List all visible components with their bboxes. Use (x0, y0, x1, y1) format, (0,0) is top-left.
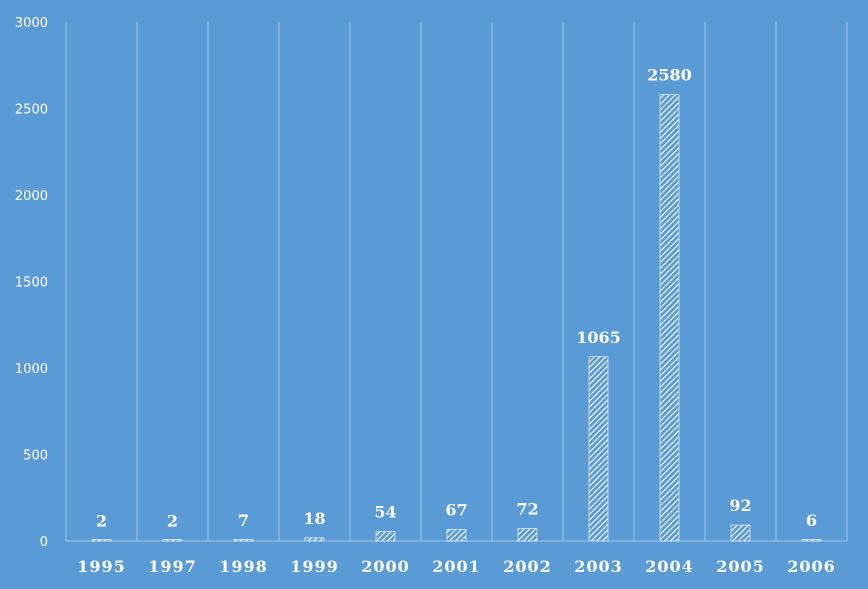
x-axis: 1995 1997 1998 1999 2000 2001 2002 2003 2004 2005… (77, 557, 836, 576)
data-label-2005: 92 (729, 496, 751, 515)
y-tick-label: 1500 (15, 276, 48, 291)
data-label-2000: 54 (374, 503, 396, 522)
data-label-2002: 72 (516, 500, 538, 519)
x-tick-label: 1999 (290, 557, 339, 576)
data-label-2004: 2580 (647, 66, 692, 85)
y-tick-label: 1000 (15, 362, 48, 377)
y-tick-label: 2500 (15, 103, 48, 118)
gridlines (65, 22, 848, 542)
bar-1997 (162, 539, 183, 542)
bar-2004 (659, 94, 680, 542)
data-label-2003: 1065 (576, 328, 621, 347)
data-label-2006: 6 (806, 511, 817, 530)
bar-2001 (446, 529, 467, 542)
y-tick-label: 0 (40, 535, 48, 550)
x-tick-label: 1998 (219, 557, 268, 576)
bar-2000 (375, 531, 396, 542)
x-tick-label: 2006 (787, 557, 836, 576)
y-axis: 0 500 1000 1500 2000 2500 3000 (15, 16, 48, 550)
y-tick-label: 2000 (15, 189, 48, 204)
bar-2003 (588, 356, 609, 542)
bar-2006 (801, 539, 822, 542)
bar-2002 (517, 528, 538, 542)
bar-1995 (91, 539, 112, 542)
x-tick-label: 1995 (77, 557, 126, 576)
x-tick-label: 2003 (574, 557, 623, 576)
bar-1998 (233, 539, 254, 542)
x-tick-label: 2005 (716, 557, 765, 576)
x-tick-label: 2000 (361, 557, 410, 576)
data-label-1995: 2 (96, 512, 107, 531)
data-label-1998: 7 (238, 511, 249, 530)
bar-2005 (730, 524, 751, 542)
y-tick-label: 3000 (15, 16, 48, 31)
data-label-1999: 18 (303, 509, 325, 528)
data-label-1997: 2 (167, 512, 178, 531)
x-tick-label: 2004 (645, 557, 694, 576)
data-label-2001: 67 (445, 500, 467, 519)
x-tick-label: 2001 (432, 557, 481, 576)
y-tick-label: 500 (23, 449, 48, 464)
x-tick-label: 1997 (148, 557, 197, 576)
x-tick-label: 2002 (503, 557, 552, 576)
bars (91, 94, 822, 542)
data-labels: 2 2 7 18 54 67 72 1065 2580 92 6 (96, 66, 817, 531)
bar-1999 (304, 537, 325, 542)
